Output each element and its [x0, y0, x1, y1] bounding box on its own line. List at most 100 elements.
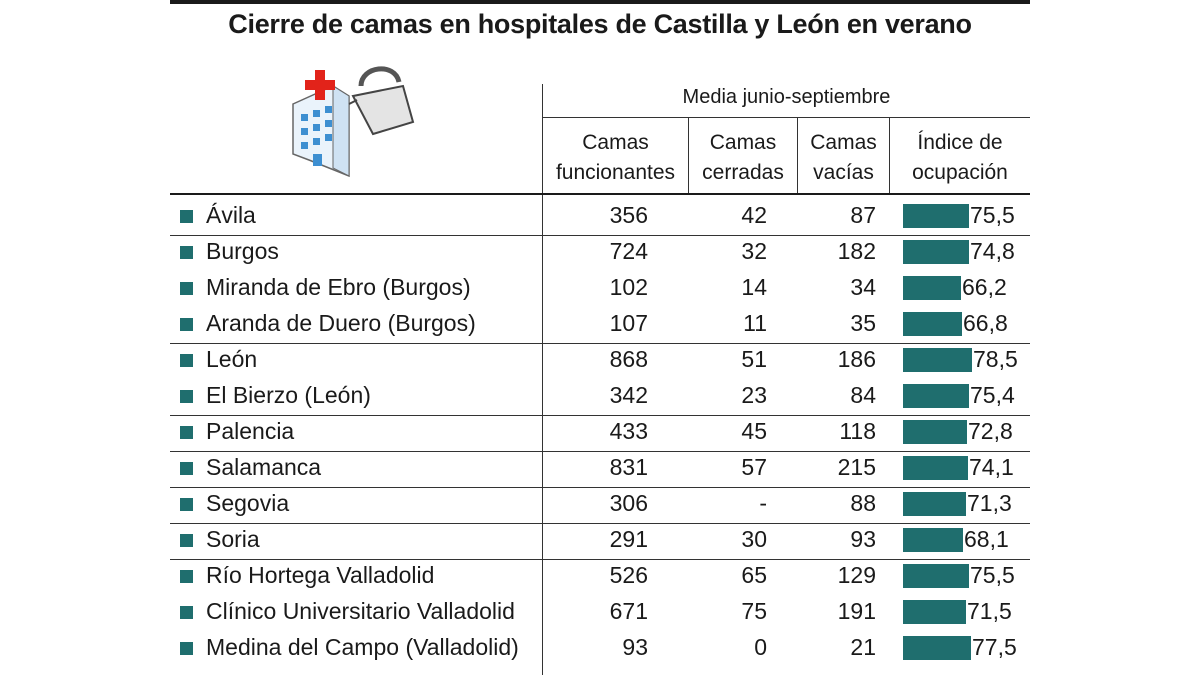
camas-vacias: 118	[839, 418, 876, 444]
camas-funcionantes: 102	[609, 274, 648, 300]
ocupacion-value: 74,1	[969, 454, 1014, 480]
camas-funcionantes: 671	[609, 598, 648, 624]
column-header-line: Camas	[582, 131, 649, 154]
row-marker-icon	[180, 642, 193, 655]
camas-funcionantes: 342	[609, 382, 648, 408]
group-separator	[170, 451, 1030, 452]
ocupacion-value: 66,2	[962, 274, 1007, 300]
row-marker-icon	[180, 462, 193, 475]
camas-vacias: 21	[850, 634, 876, 660]
camas-vacias: 84	[850, 382, 876, 408]
camas-vacias: 34	[850, 274, 876, 300]
hospital-name: Río Hortega Valladolid	[206, 562, 435, 588]
column-header-line: Camas	[810, 131, 877, 154]
row-marker-icon	[180, 210, 193, 223]
camas-funcionantes: 356	[609, 202, 648, 228]
ocupacion-bar	[903, 420, 967, 444]
table-row: Clínico Universitario Valladolid 671 75 191…	[170, 593, 1030, 629]
hospital-name: Ávila	[206, 202, 256, 228]
ocupacion-bar	[903, 528, 963, 552]
camas-cerradas: 75	[741, 598, 767, 624]
column-header-funcionantes: Camas funcionantes	[543, 118, 689, 194]
ocupacion-bar	[903, 600, 966, 624]
table-row: Salamanca 831 57 215 74,1	[170, 449, 1030, 485]
camas-funcionantes: 306	[609, 490, 648, 516]
ocupacion-value: 71,5	[967, 598, 1012, 624]
hospital-name: Salamanca	[206, 454, 322, 480]
ocupacion-value: 71,3	[967, 490, 1012, 516]
column-header-cerradas: Camas cerradas	[689, 118, 798, 194]
ocupacion-bar	[903, 312, 962, 336]
column-header-line: ocupación	[912, 161, 1008, 184]
hospital-name: El Bierzo (León)	[206, 382, 371, 408]
ocupacion-bar	[903, 276, 961, 300]
camas-cerradas: 30	[741, 526, 767, 552]
camas-funcionantes: 107	[609, 310, 648, 336]
column-header-line: cerradas	[702, 161, 784, 184]
table-row: Segovia 306 - 88 71,3	[170, 485, 1030, 521]
ocupacion-value: 75,5	[970, 562, 1015, 588]
ocupacion-value: 75,5	[970, 202, 1015, 228]
camas-cerradas: 32	[741, 238, 767, 264]
group-header-rule	[543, 117, 1030, 118]
camas-funcionantes: 868	[609, 346, 648, 372]
table-row: El Bierzo (León) 342 23 84 75,4	[170, 377, 1030, 413]
hospital-name: Medina del Campo (Valladolid)	[206, 634, 519, 660]
camas-funcionantes: 93	[622, 634, 648, 660]
group-header: Media junio-septiembre	[682, 86, 891, 108]
ocupacion-value: 77,5	[972, 634, 1017, 660]
camas-vacias: 35	[850, 310, 876, 336]
group-separator	[170, 343, 1030, 344]
top-rule	[170, 0, 1030, 4]
camas-cerradas: -	[759, 490, 767, 516]
camas-vacias: 129	[837, 562, 876, 588]
camas-vacias: 215	[837, 454, 876, 480]
group-separator	[170, 487, 1030, 488]
camas-funcionantes: 831	[609, 454, 648, 480]
camas-funcionantes: 724	[609, 238, 648, 264]
camas-vacias: 87	[850, 202, 876, 228]
row-marker-icon	[180, 498, 193, 511]
camas-vacias: 182	[837, 238, 876, 264]
camas-vacias: 93	[850, 526, 876, 552]
chart-title: Cierre de camas en hospitales de Castill…	[228, 9, 972, 39]
hospital-name: Clínico Universitario Valladolid	[206, 598, 515, 624]
hospital-name: Palencia	[206, 418, 295, 444]
camas-funcionantes: 291	[609, 526, 648, 552]
camas-vacias: 186	[837, 346, 876, 372]
row-marker-icon	[180, 570, 193, 583]
row-marker-icon	[180, 354, 193, 367]
header-bottom-rule	[170, 193, 1030, 195]
camas-cerradas: 65	[741, 562, 767, 588]
group-separator	[170, 415, 1030, 416]
table-row: Ávila 356 42 87 75,5	[170, 197, 1030, 233]
hospital-name: Burgos	[206, 238, 279, 264]
column-header-ocupacion: Índice de ocupación	[890, 118, 1030, 194]
camas-cerradas: 0	[754, 634, 767, 660]
row-marker-icon	[180, 246, 193, 259]
camas-cerradas: 45	[741, 418, 767, 444]
row-marker-icon	[180, 534, 193, 547]
camas-cerradas: 42	[741, 202, 767, 228]
row-marker-icon	[180, 426, 193, 439]
camas-cerradas: 11	[743, 310, 767, 336]
ocupacion-value: 72,8	[968, 418, 1013, 444]
ocupacion-value: 74,8	[970, 238, 1015, 264]
ocupacion-bar	[903, 240, 969, 264]
camas-cerradas: 51	[741, 346, 767, 372]
group-separator	[170, 559, 1030, 560]
column-header-line: vacías	[813, 161, 874, 184]
camas-cerradas: 57	[741, 454, 767, 480]
ocupacion-bar	[903, 636, 971, 660]
ocupacion-bar	[903, 492, 966, 516]
ocupacion-bar	[903, 564, 969, 588]
camas-vacias: 88	[850, 490, 876, 516]
table-row: Miranda de Ebro (Burgos) 102 14 34 66,2	[170, 269, 1030, 305]
camas-funcionantes: 526	[609, 562, 648, 588]
hospital-name: Segovia	[206, 490, 290, 516]
row-marker-icon	[180, 282, 193, 295]
ocupacion-value: 66,8	[963, 310, 1008, 336]
table-row: León 868 51 186 78,5	[170, 341, 1030, 377]
column-header-line: Índice de	[917, 131, 1003, 154]
column-header-line: Camas	[709, 131, 777, 154]
